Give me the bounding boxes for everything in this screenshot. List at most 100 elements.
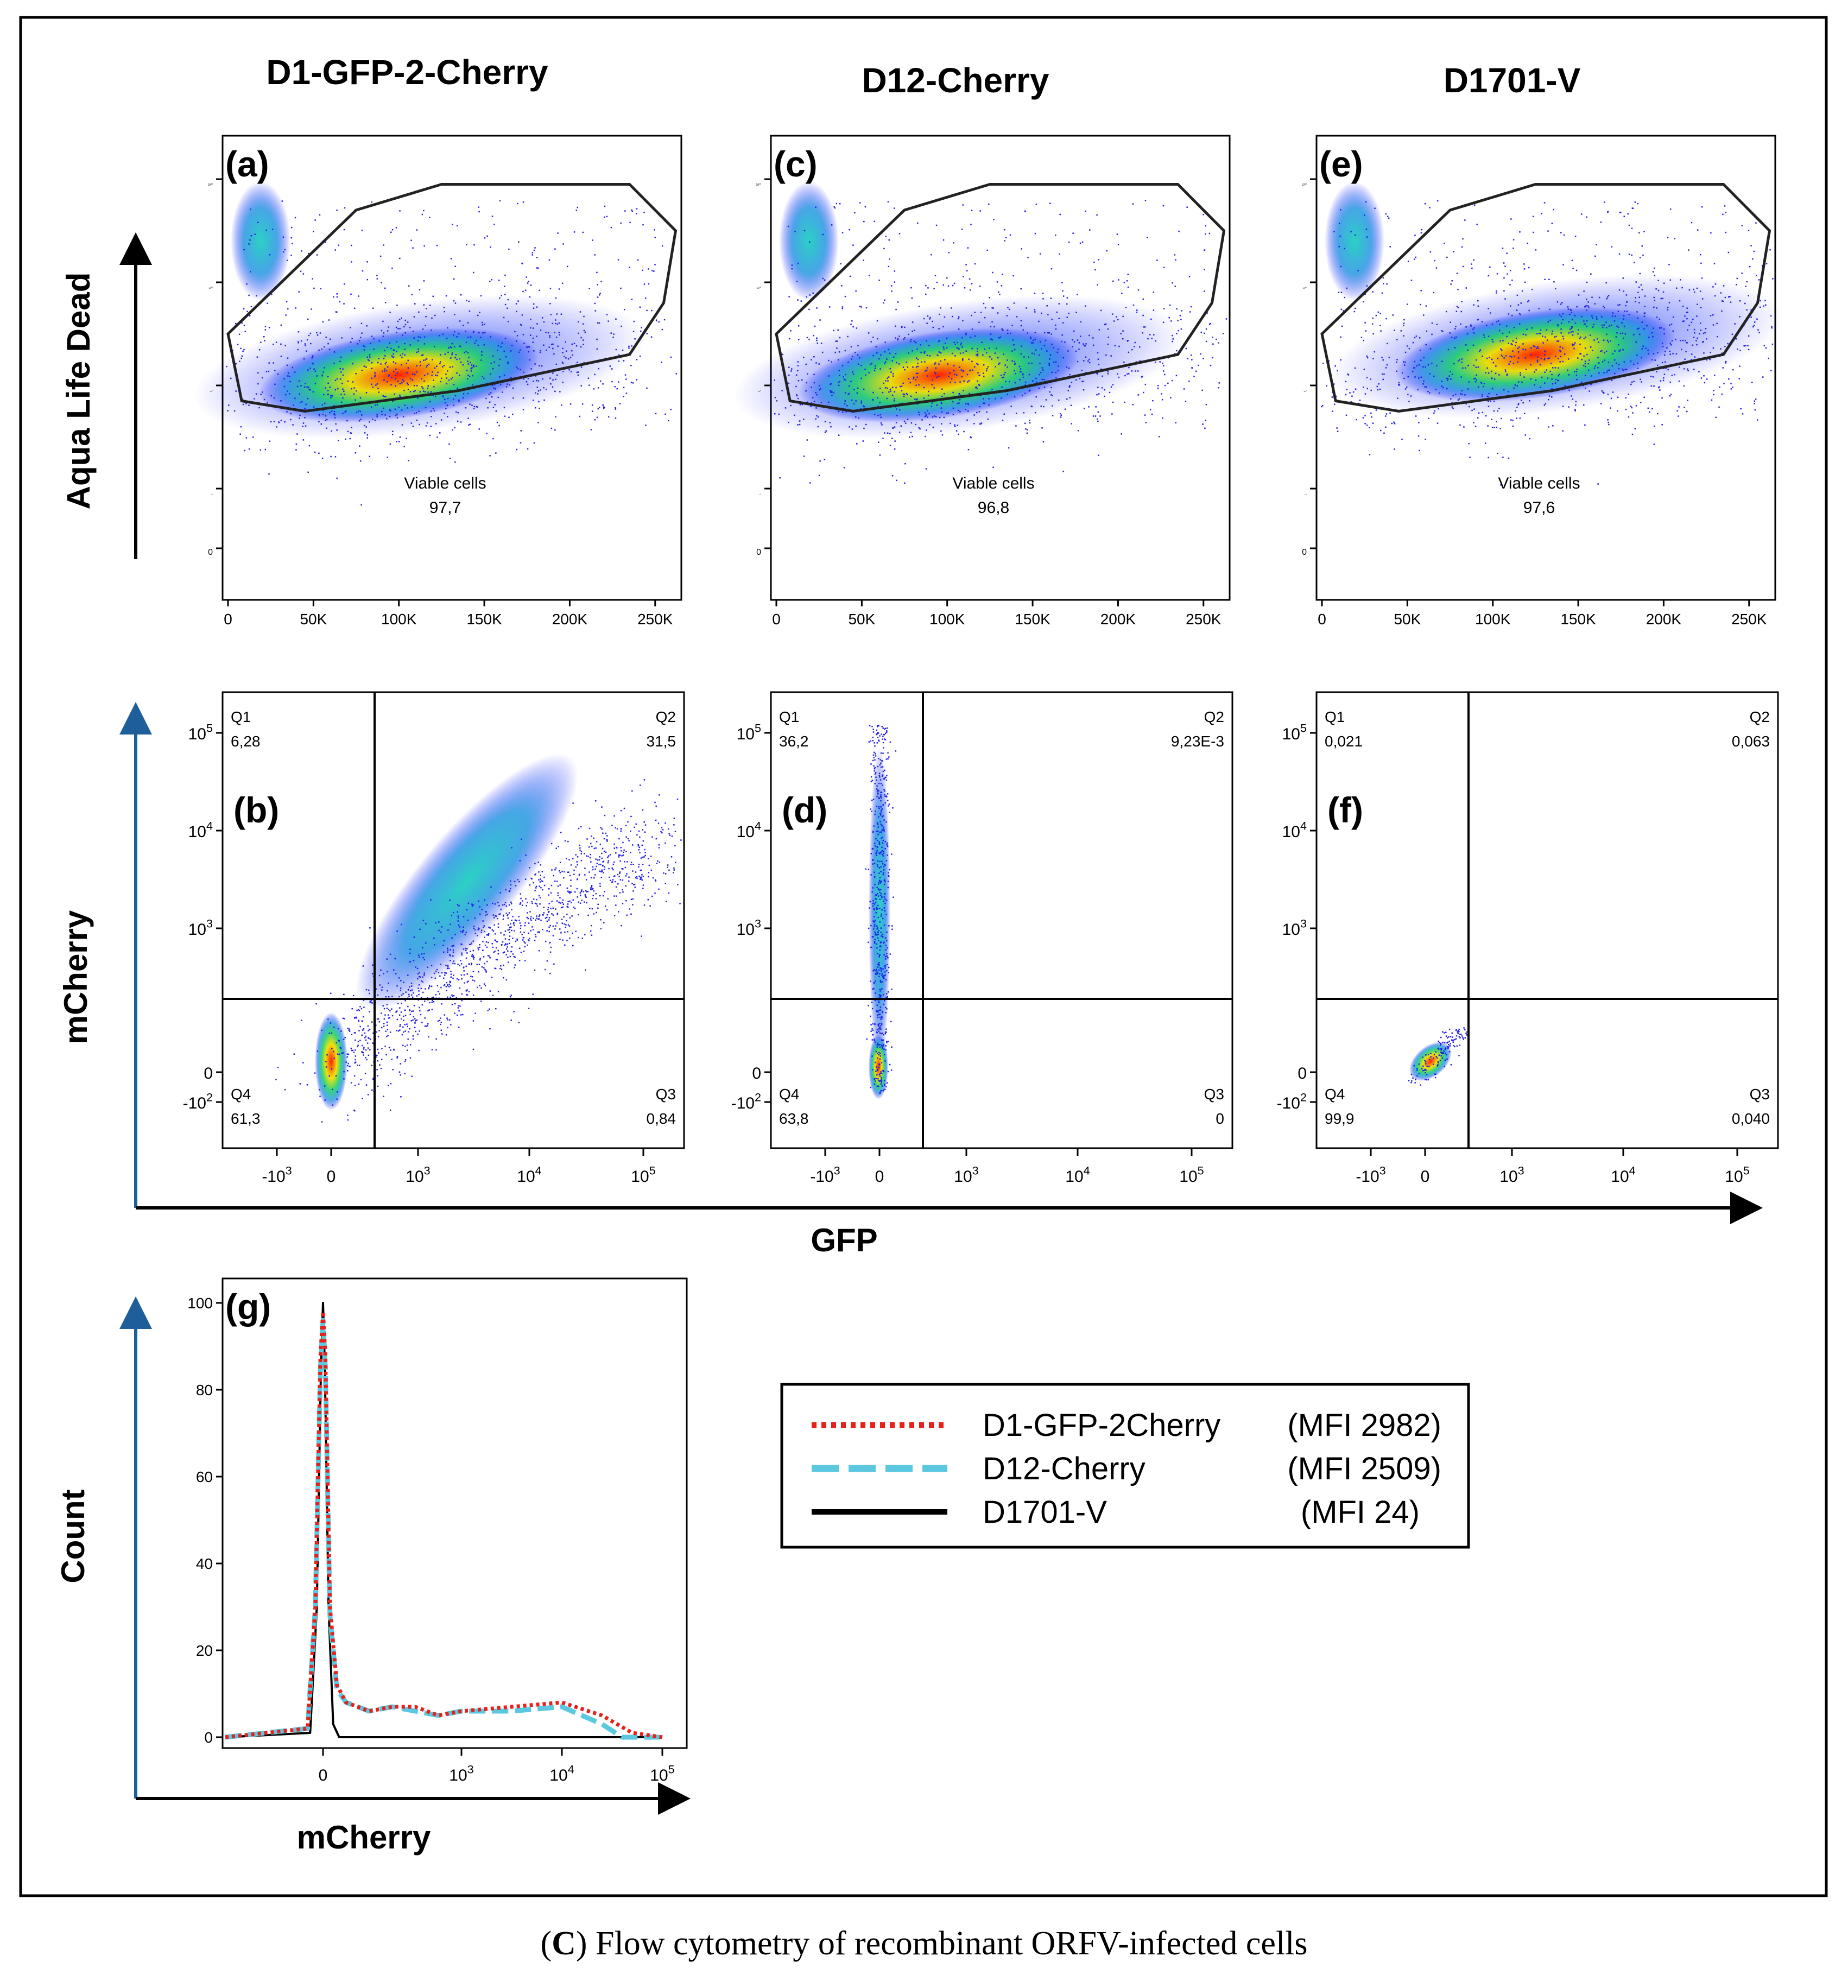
x-tick-label: 150K — [1560, 611, 1596, 628]
dead-cell-cluster — [779, 181, 839, 301]
panel-e: Viable cells 97,6 (e) 1030 1030 1030 1030 030 0 5… — [1301, 135, 1782, 628]
q2-name: Q2 — [656, 708, 676, 725]
x-tick-label: 105 — [631, 1164, 655, 1186]
q2-value: 0,063 — [1732, 733, 1770, 750]
panel-letter: (d) — [782, 790, 827, 830]
row3-xlabel: mCherry — [297, 1819, 431, 1856]
panel-letter: (e) — [1319, 144, 1363, 184]
series-d1-gfp-2cherry — [225, 1309, 663, 1739]
density-core — [869, 1034, 888, 1099]
y-tick-label: 1030 — [1301, 183, 1307, 187]
x-tick-label: 104 — [1065, 1164, 1090, 1186]
gate-viable-cells — [226, 183, 678, 413]
legend-label-1: D1-GFP-2Cherry — [983, 1408, 1220, 1443]
figure-frame — [19, 16, 1828, 1897]
y-tick-label: 40 — [196, 1555, 213, 1572]
x-tick-label: 100K — [381, 611, 417, 628]
q3-name: Q3 — [656, 1086, 676, 1103]
density-core — [799, 327, 1079, 423]
row2-ylabel: mCherry — [58, 910, 94, 1044]
panel-c: Viable cells 96,8 (c) 1030 1030 1030 1030 030 0 5… — [733, 135, 1231, 628]
x-tick-label: -103 — [262, 1164, 292, 1186]
scatter-events — [1408, 1027, 1468, 1086]
y-tick-label: 1030 — [758, 390, 762, 392]
q4-name: Q4 — [1325, 1086, 1345, 1103]
x-tick-label: 104 — [549, 1763, 574, 1785]
y-tick-label: 0 — [204, 1065, 213, 1082]
plot-frame — [1315, 691, 1779, 1149]
gate-viable-cells — [775, 183, 1226, 413]
scatter-events — [1321, 200, 1774, 486]
plot-frame — [770, 691, 1233, 1149]
x-tick-label: 50K — [300, 611, 327, 628]
x-tick-label: 0 — [319, 1767, 328, 1784]
x-tick-label: 0 — [1318, 611, 1326, 628]
legend-label-3: D1701-V — [983, 1495, 1107, 1530]
y-tick-label: 1030 — [207, 183, 213, 187]
row1-ylabel: Aqua Life Dead — [60, 273, 97, 510]
y-tick-label: 030 — [756, 548, 761, 557]
panel-a: Viable cells 97,7 (a) 1030 1030 1030 1030 030 0 5… — [193, 135, 682, 628]
y-tick-label: 1030 — [757, 286, 761, 289]
q2-name: Q2 — [1750, 708, 1770, 725]
q4-name: Q4 — [779, 1086, 799, 1103]
density-core — [1409, 1041, 1452, 1081]
y-tick-label: 104 — [737, 819, 761, 841]
x-tick-label: -103 — [810, 1164, 840, 1186]
legend-mfi-2: (MFI 2509) — [1287, 1451, 1441, 1486]
q4-value: 99,9 — [1325, 1110, 1355, 1127]
x-tick-label: 250K — [637, 611, 673, 628]
y-tick-label: 030 — [208, 548, 213, 557]
y-tick-label: 1030 — [759, 494, 761, 496]
y-tick-label: 1030 — [211, 494, 213, 496]
y-tick-label: 1030 — [1303, 390, 1307, 392]
y-tick-label: 0 — [204, 1729, 213, 1746]
panel-f: Q1 0,021 Q2 0,063 Q4 99,9 Q3 0,040 (f) 105 104 103 0… — [1277, 691, 1779, 1186]
column-title-2: D12-Cherry — [862, 61, 1049, 100]
y-tick-label: 105 — [737, 721, 761, 744]
q1-value: 6,28 — [231, 733, 261, 750]
q3-value: 0 — [1216, 1110, 1224, 1127]
x-tick-label: 0 — [1421, 1168, 1430, 1186]
caption-letter: C — [552, 1925, 576, 1962]
figure-caption: (C) Flow cytometry of recombinant ORFV-i… — [540, 1925, 1308, 1962]
y-tick-label: 103 — [1282, 917, 1307, 939]
panel-letter: (f) — [1327, 790, 1363, 830]
gate-viable-cells — [1320, 183, 1771, 413]
x-tick-label: 105 — [1725, 1164, 1749, 1186]
caption-text: Flow cytometry of recombinant ORFV-infec… — [596, 1925, 1308, 1962]
dead-cell-cluster — [231, 181, 290, 301]
x-tick-label: 103 — [954, 1164, 978, 1186]
x-tick-label: 100K — [929, 611, 965, 628]
y-tick-label: 030 — [1302, 548, 1307, 557]
y-tick-label: 1030 — [210, 390, 213, 392]
y-tick-label: -102 — [731, 1091, 761, 1113]
density-band — [356, 754, 578, 1011]
y-tick-label: -102 — [183, 1091, 213, 1113]
gate-percent: 97,6 — [1523, 499, 1555, 517]
x-tick-label: 200K — [552, 611, 588, 628]
x-tick-label: -103 — [1356, 1164, 1385, 1186]
y-tick-label: 1030 — [1305, 494, 1307, 496]
dead-cell-cluster — [1325, 181, 1384, 301]
y-tick-label: 1030 — [756, 183, 761, 187]
legend-mfi-1: (MFI 2982) — [1287, 1408, 1441, 1443]
x-tick-label: 103 — [1499, 1164, 1524, 1186]
density-band — [869, 746, 890, 1072]
column-title-1: D1-GFP-2-Cherry — [266, 53, 548, 92]
panel-b: Q1 6,28 Q2 31,5 Q4 61,3 Q3 0,84 (b) 105 104 103 0 -10… — [183, 691, 685, 1186]
q2-value: 31,5 — [647, 733, 676, 750]
x-tick-label: 104 — [1611, 1164, 1635, 1186]
x-tick-label: 200K — [1100, 611, 1136, 628]
x-tick-label: 150K — [466, 611, 502, 628]
column-title-3: D1701-V — [1444, 61, 1581, 100]
panel-g: (g) 100 80 60 40 20 0 0 103 104 105 — [187, 1277, 688, 1785]
panel-letter: (c) — [774, 144, 818, 184]
gate-label: Viable cells — [404, 474, 486, 492]
q3-value: 0,040 — [1732, 1110, 1770, 1127]
panel-letter: (g) — [225, 1287, 271, 1327]
y-tick-label: 105 — [1282, 721, 1307, 744]
y-tick-label: 60 — [196, 1468, 213, 1485]
x-tick-label: 0 — [327, 1168, 336, 1186]
